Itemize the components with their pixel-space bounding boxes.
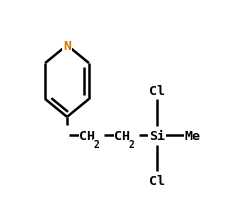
Text: 2: 2 — [128, 139, 134, 149]
Text: Cl: Cl — [148, 174, 164, 187]
Text: Cl: Cl — [148, 84, 164, 97]
Text: Si: Si — [148, 129, 164, 142]
Text: N: N — [63, 39, 71, 52]
Text: 2: 2 — [93, 139, 99, 149]
Text: CH: CH — [114, 129, 130, 142]
Text: Me: Me — [183, 129, 200, 142]
Text: CH: CH — [79, 129, 94, 142]
